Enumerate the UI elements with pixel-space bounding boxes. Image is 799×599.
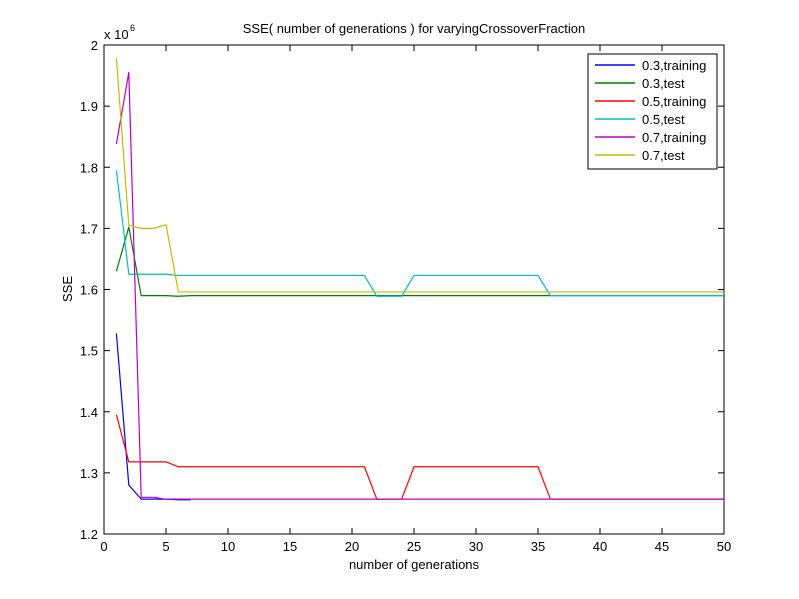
x-tick-label: 50 [717,539,731,554]
x-tick-label: 30 [469,539,483,554]
y-axis-ticks: 1.2 1.3 1.4 1.5 1.6 1.7 1.8 1.9 2 [80,38,724,542]
y-tick-label: 2 [91,38,98,53]
legend-label: 0.7,test [642,148,685,163]
legend-label: 0.5,training [642,94,706,109]
legend: 0.3,training 0.3,test 0.5,training 0.5,test… [587,53,718,170]
series-line-0-5-test [115,170,724,297]
x-axis-label: number of generations [349,557,480,572]
y-tick-label: 1.8 [80,160,98,175]
legend-label: 0.7,training [642,130,706,145]
y-tick-label: 1.9 [80,99,98,114]
y-tick-label: 1.6 [80,283,98,298]
legend-label: 0.3,test [642,76,685,91]
x-tick-label: 45 [655,539,669,554]
chart-title: SSE( number of generations ) for varying… [243,21,585,36]
series-lines [115,58,724,501]
y-axis-label: SSE [60,276,75,302]
series-line-0-5-training [115,414,724,500]
x-tick-label: 10 [221,539,235,554]
series-line-0-3-test [115,226,724,297]
series-line-0-7-test [115,58,724,293]
y-tick-label: 1.4 [80,405,98,420]
y-tick-label: 1.3 [80,466,98,481]
legend-label: 0.5,test [642,112,685,127]
x-tick-label: 5 [162,539,169,554]
x-tick-label: 40 [593,539,607,554]
x-tick-label: 15 [283,539,297,554]
y-multiplier-exponent: 6 [130,23,135,33]
y-tick-label: 1.2 [80,527,98,542]
x-axis-ticks: 0 5 10 15 20 25 30 35 40 45 50 [100,45,731,554]
x-tick-label: 0 [100,539,107,554]
x-tick-label: 20 [345,539,359,554]
y-tick-label: 1.7 [80,221,98,236]
x-tick-label: 35 [531,539,545,554]
legend-box [587,53,718,170]
series-line-0-7-training [115,71,724,500]
series-line-0-3-training [115,333,191,501]
legend-label: 0.3,training [642,58,706,73]
y-multiplier-label: x 10 [104,27,129,42]
y-tick-label: 1.5 [80,344,98,359]
x-tick-label: 25 [407,539,421,554]
